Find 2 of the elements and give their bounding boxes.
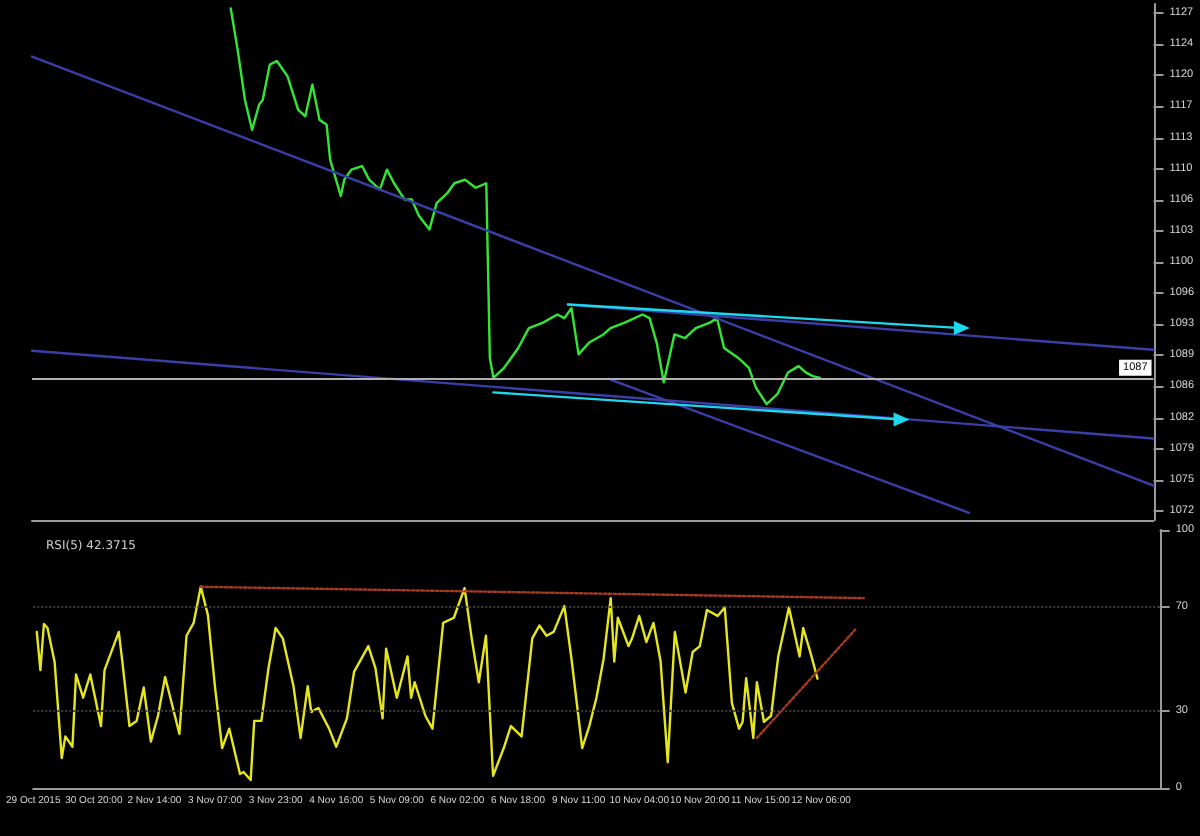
line-series: [35, 585, 819, 782]
line-series: [229, 7, 822, 406]
